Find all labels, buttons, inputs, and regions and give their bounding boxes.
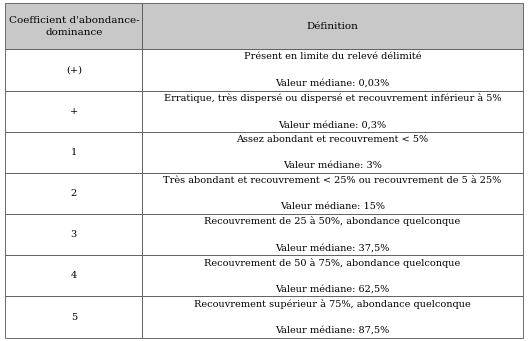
Bar [5,91,143,132]
Bar [143,132,523,173]
Bar [5,49,143,91]
Bar [143,296,523,338]
Text: 5: 5 [71,312,77,322]
Bar [143,91,523,132]
Text: Définition: Définition [307,22,359,31]
Text: Recouvrement de 50 à 75%, abondance quelconque

Valeur médiane: 62,5%: Recouvrement de 50 à 75%, abondance quel… [204,258,461,294]
Text: Recouvrement de 25 à 50%, abondance quelconque

Valeur médiane: 37,5%: Recouvrement de 25 à 50%, abondance quel… [204,217,461,253]
Text: Coefficient d'abondance-
dominance: Coefficient d'abondance- dominance [8,16,139,37]
Text: Erratique, très dispersé ou dispersé et recouvrement inférieur à 5%

Valeur médi: Erratique, très dispersé ou dispersé et … [164,93,501,129]
Text: Très abondant et recouvrement < 25% ou recouvrement de 5 à 25%

Valeur médiane: : Très abondant et recouvrement < 25% ou r… [164,176,502,211]
Text: Assez abondant et recouvrement < 5%

Valeur médiane: 3%: Assez abondant et recouvrement < 5% Vale… [237,135,429,170]
Text: Recouvrement supérieur à 75%, abondance quelconque

Valeur médiane: 87,5%: Recouvrement supérieur à 75%, abondance … [194,299,471,335]
Text: 4: 4 [71,271,77,280]
Text: +: + [70,107,78,116]
Bar [143,255,523,296]
Bar [143,214,523,255]
Bar [5,214,143,255]
Text: 3: 3 [71,230,77,239]
Bar [143,3,523,49]
Bar [5,296,143,338]
Text: Présent en limite du relevé délimité

Valeur médiane: 0,03%: Présent en limite du relevé délimité Val… [244,52,421,88]
Text: (+): (+) [66,65,82,75]
Text: 2: 2 [71,189,77,198]
Bar [143,173,523,214]
Bar [5,173,143,214]
Text: 1: 1 [71,148,77,157]
Bar [5,3,143,49]
Bar [5,132,143,173]
Bar [143,49,523,91]
Bar [5,255,143,296]
